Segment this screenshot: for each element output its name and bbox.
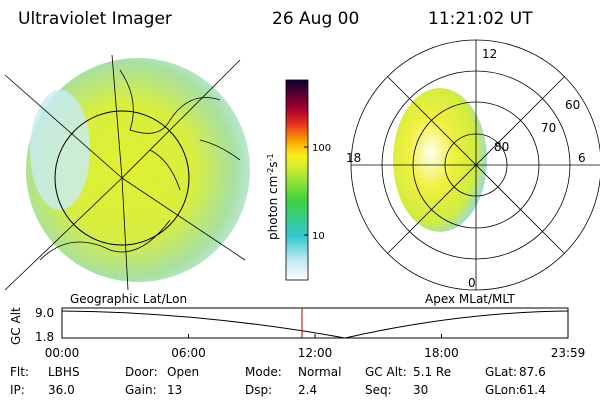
altitude-ylabel: GC Alt: [9, 307, 23, 345]
altitude-ytick: 1.8: [35, 330, 54, 344]
mlat-label: 80: [494, 140, 509, 154]
info-label: Dsp:: [245, 383, 272, 397]
mlt-label: 6: [578, 151, 586, 165]
mlt-label: 0: [468, 276, 476, 290]
mlat-label: 70: [541, 121, 556, 135]
geographic-image: [4, 54, 250, 291]
altitude-frame: [61, 307, 569, 339]
colorbar: [285, 79, 309, 281]
altitude-xtick-label: 06:00: [171, 346, 206, 360]
label-exp: -2: [266, 168, 275, 176]
altitude-xtick-label: 12:00: [298, 346, 333, 360]
panel-label: Apex MLat/MLT: [425, 292, 515, 306]
info-value: LBHS: [48, 365, 80, 379]
info-label: Seq:: [365, 383, 392, 397]
info-label: GLon:: [485, 383, 520, 397]
info-value: 87.6: [519, 365, 546, 379]
altitude-xtick-label: 18:00: [424, 346, 459, 360]
polar-plot: [350, 39, 600, 291]
info-value: 30: [413, 383, 428, 397]
info-value: 61.4: [519, 383, 546, 397]
info-label: Mode:: [245, 365, 282, 379]
info-label: GLat:: [485, 365, 517, 379]
label-unit: s: [266, 161, 280, 167]
altitude-xtick-label: 23:59: [551, 346, 586, 360]
info-value: 13: [167, 383, 182, 397]
title: Ultraviolet Imager: [18, 9, 172, 29]
mlt-label: 18: [346, 151, 361, 165]
info-label: Gain:: [125, 383, 157, 397]
altitude-curve: [61, 310, 569, 339]
info-label: IP:: [10, 383, 25, 397]
label-base: photon cm: [266, 176, 280, 240]
colorbar-tick-label: 10: [312, 231, 325, 242]
info-label: Flt:: [10, 365, 29, 379]
info-label: Door:: [125, 365, 158, 379]
altitude-xtick-label: 00:00: [45, 346, 80, 360]
info-value: Open: [167, 365, 199, 379]
colorbar-tick-label: 100: [312, 143, 331, 154]
altitude-ytick: 9.0: [35, 306, 54, 320]
time: 11:21:02 UT: [428, 9, 533, 29]
label-exp: -1: [266, 153, 275, 161]
info-value: 5.1 Re: [413, 365, 451, 379]
info-label: GC Alt:: [365, 365, 407, 379]
date: 26 Aug 00: [272, 9, 359, 29]
info-value: 36.0: [48, 383, 75, 397]
panel-label: Geographic Lat/Lon: [70, 292, 187, 306]
mlt-label: 12: [482, 47, 497, 61]
info-value: Normal: [298, 365, 341, 379]
colorbar-label: photon cm-2s-1: [266, 153, 280, 240]
info-value: 2.4: [298, 383, 317, 397]
mlat-label: 60: [565, 98, 580, 112]
